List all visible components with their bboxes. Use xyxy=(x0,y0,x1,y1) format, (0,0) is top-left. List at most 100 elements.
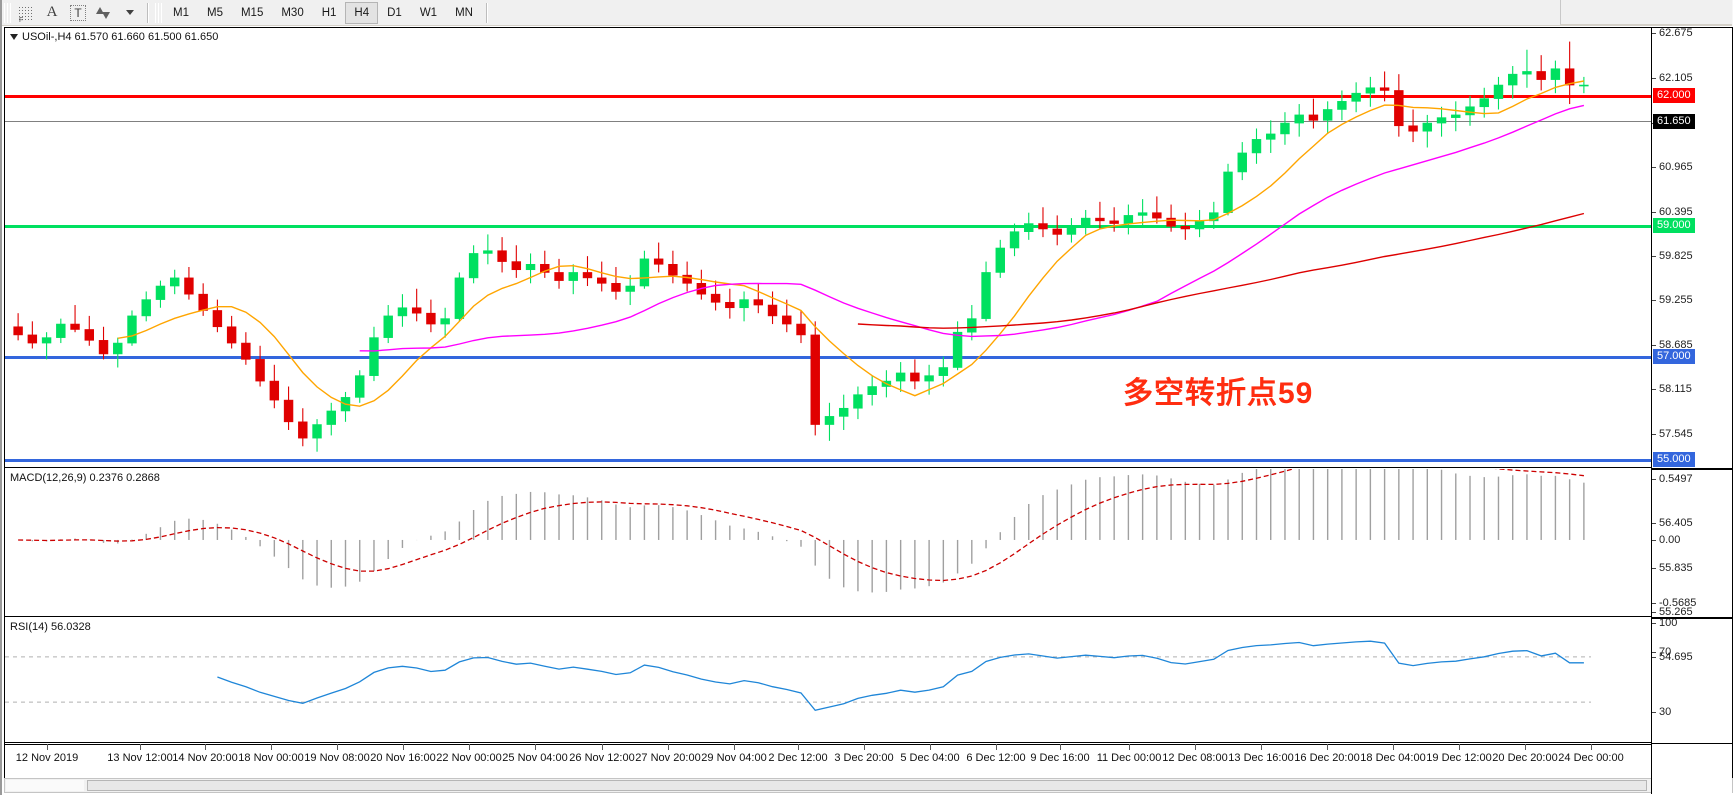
price-pane[interactable]: USOil-,H4 61.570 61.660 61.500 61.650 多空… xyxy=(5,28,1732,468)
candle-body xyxy=(70,323,80,330)
toolbar: A T M1 M5 M15 M30 H1 H4 D1 W1 MN xyxy=(2,0,1733,26)
candle-body xyxy=(411,307,422,314)
timeframe-m1[interactable]: M1 xyxy=(173,6,189,19)
candle-body xyxy=(127,315,137,344)
candle-body xyxy=(1322,109,1333,121)
time-axis-label: 20 Nov 16:00 xyxy=(370,752,436,764)
candle-body xyxy=(952,331,963,368)
candle-body xyxy=(639,258,650,287)
time-axis-tick xyxy=(1195,744,1196,750)
timeframe-mn[interactable]: MN xyxy=(455,6,473,19)
time-axis-label: 12 Dec 08:00 xyxy=(1162,752,1228,764)
time-axis-tick xyxy=(271,744,272,750)
price-axis-tick: 55.265 xyxy=(1652,606,1733,619)
candle-body xyxy=(1123,215,1134,224)
candle-body xyxy=(1365,87,1376,94)
candle-body xyxy=(653,258,664,265)
rsi-pane[interactable]: RSI(14) 56.0328 xyxy=(5,618,1732,743)
level-line-62[interactable] xyxy=(5,95,1651,98)
scrollbar-thumb[interactable] xyxy=(87,780,1647,791)
candle-body xyxy=(1522,71,1532,75)
time-axis-tick xyxy=(1525,744,1526,750)
rsi-pane-title: RSI(14) 56.0328 xyxy=(10,621,91,633)
candle-body xyxy=(155,285,166,300)
candle-body xyxy=(1166,217,1176,227)
level-line-57[interactable] xyxy=(5,356,1651,359)
shapes-icon[interactable] xyxy=(92,2,116,24)
candle-body xyxy=(924,375,934,382)
timeframe-h4[interactable]: H4 xyxy=(345,1,379,24)
candle-body xyxy=(13,326,23,336)
candle-body xyxy=(298,421,308,439)
candle-body xyxy=(782,315,792,325)
candle-body xyxy=(454,277,465,319)
candle-body xyxy=(1266,133,1276,140)
price-level-badge[interactable]: 62.000 xyxy=(1653,88,1695,103)
price-axis-tick: 55.835 xyxy=(1652,562,1733,575)
time-axis-label: 6 Dec 12:00 xyxy=(966,752,1026,764)
horizontal-scrollbar[interactable] xyxy=(4,778,1733,793)
candle-body xyxy=(283,399,294,423)
candle-body xyxy=(1337,101,1347,110)
timeframe-m15[interactable]: M15 xyxy=(240,6,264,19)
text-label-icon[interactable]: A xyxy=(46,4,58,20)
level-line-55[interactable] xyxy=(5,459,1651,462)
time-axis-tick xyxy=(47,744,48,750)
candle-body xyxy=(1493,84,1504,99)
level-line-59[interactable] xyxy=(5,225,1651,228)
candle-body xyxy=(1009,231,1020,249)
price-axis-tick: 54.695 xyxy=(1652,651,1733,664)
candle-body xyxy=(169,277,180,287)
time-axis-tick xyxy=(1591,744,1592,750)
candle-body xyxy=(41,337,52,344)
candle-body xyxy=(1038,223,1048,230)
toolbar-separator-2 xyxy=(485,2,488,23)
price-level-badge[interactable]: 61.650 xyxy=(1653,114,1695,129)
candle-body xyxy=(1465,106,1475,116)
time-axis-label: 18 Nov 00:00 xyxy=(238,752,304,764)
time-axis-label: 25 Nov 04:00 xyxy=(502,752,568,764)
time-axis-label: 2 Dec 12:00 xyxy=(768,752,828,764)
timeframe-w1[interactable]: W1 xyxy=(419,6,438,19)
time-axis-tick xyxy=(535,744,536,750)
toolbar-grip-2[interactable] xyxy=(155,2,163,23)
collapse-arrow-icon[interactable] xyxy=(10,34,18,41)
level-line-61650 xyxy=(5,121,1651,122)
candle-body xyxy=(383,315,393,338)
candle-body xyxy=(867,386,877,395)
time-axis-tick xyxy=(864,744,865,750)
candle-body xyxy=(369,337,379,376)
candle-body xyxy=(1066,225,1077,235)
candle-body xyxy=(426,312,436,325)
time-axis-tick xyxy=(1459,744,1460,750)
price-level-badge[interactable]: 57.000 xyxy=(1653,349,1695,364)
candle-body xyxy=(938,367,949,376)
candle-body xyxy=(355,375,365,398)
axis-divider-2 xyxy=(1651,617,1733,618)
toolbar-grip-1[interactable] xyxy=(4,2,12,23)
candle-body xyxy=(739,299,749,309)
price-axis[interactable]: 62.67562.10561.53560.96560.39559.82559.2… xyxy=(1651,27,1733,794)
candle-body xyxy=(1308,114,1319,121)
candle-body xyxy=(1394,90,1404,127)
price-axis-tick: 57.545 xyxy=(1652,428,1733,441)
candle-body xyxy=(1194,220,1205,230)
timeframe-m5[interactable]: M5 xyxy=(206,6,223,19)
timeframe-m30[interactable]: M30 xyxy=(281,6,304,19)
macd-pane[interactable]: MACD(12,26,9) 0.2376 0.2868 xyxy=(5,469,1732,617)
timeframe-h1[interactable]: H1 xyxy=(321,6,337,19)
price-level-badge[interactable]: 59.000 xyxy=(1653,218,1695,233)
price-axis-tick: 58.115 xyxy=(1652,383,1733,396)
time-axis-label: 18 Dec 04:00 xyxy=(1360,752,1426,764)
price-level-badge[interactable]: 55.000 xyxy=(1653,452,1695,467)
time-axis-label: 14 Nov 20:00 xyxy=(172,752,238,764)
candle-body xyxy=(540,263,550,273)
candle-body xyxy=(625,285,635,292)
scrollbar-track-left[interactable] xyxy=(6,780,84,791)
text-box-icon[interactable]: T xyxy=(66,2,90,24)
chart-frame: USOil-,H4 61.570 61.660 61.500 61.650 多空… xyxy=(4,27,1733,794)
chevron-down-icon[interactable] xyxy=(118,2,142,24)
timeframe-d1[interactable]: D1 xyxy=(387,6,402,19)
crosshair-icon[interactable] xyxy=(14,2,38,24)
